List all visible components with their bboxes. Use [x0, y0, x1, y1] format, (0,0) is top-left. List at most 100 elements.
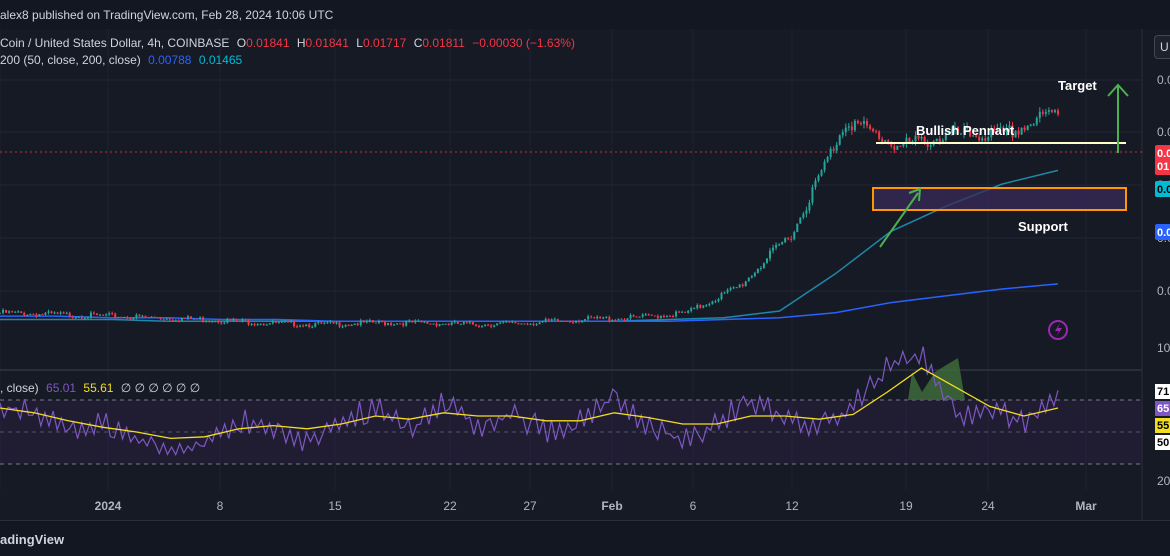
candle-body — [641, 314, 644, 317]
change-value: −0.00030 (−1.63%) — [472, 36, 575, 50]
candle-body — [411, 320, 414, 323]
candle-body — [950, 129, 953, 133]
candle-body — [581, 320, 584, 323]
high-value: 0.01841 — [305, 36, 349, 50]
candle-body — [856, 120, 859, 124]
candle-body — [444, 323, 447, 325]
candle-body — [183, 318, 186, 320]
candle-body — [671, 316, 674, 318]
candle-body — [838, 135, 841, 145]
rsi-tick-label: 20 — [1157, 474, 1170, 488]
candle-body — [399, 323, 402, 325]
candle-body — [605, 316, 608, 318]
candle-body — [323, 322, 326, 324]
candle-body — [1005, 127, 1008, 132]
candle-body — [793, 232, 796, 240]
candle-body — [171, 319, 174, 321]
rsi-badges: 71 65 55 50 — [1155, 384, 1170, 450]
candle-body — [841, 132, 844, 136]
candle-body — [732, 287, 735, 289]
rsi-extra: ∅ ∅ ∅ ∅ ∅ ∅ — [120, 381, 201, 395]
time-tick-label: 6 — [690, 499, 697, 513]
candle-body — [926, 143, 929, 147]
uptrend-arrow[interactable] — [879, 192, 919, 248]
candle-body — [293, 321, 296, 327]
time-axis[interactable]: 2024 8 15 22 27 Feb 6 12 19 24 Mar — [95, 499, 1097, 513]
candle-body — [450, 322, 453, 325]
price-chart[interactable]: Bullish Pennant Support Target 0.00.00.0… — [0, 29, 1170, 520]
candle-body — [259, 324, 262, 326]
candle-body — [26, 315, 29, 317]
candle-body — [975, 135, 978, 137]
candle-body — [520, 323, 523, 325]
scale-button[interactable]: U — [1154, 35, 1170, 59]
publish-info: alex8 published on TradingView.com, Feb … — [0, 8, 334, 22]
candle-body — [887, 140, 890, 144]
candle-body — [905, 137, 908, 144]
candle-body — [365, 320, 368, 323]
candle-body — [762, 263, 765, 268]
candle-body — [329, 321, 332, 323]
candle-body — [753, 272, 756, 277]
candle-body — [320, 322, 323, 324]
candle-body — [884, 140, 887, 142]
candle-body — [796, 223, 799, 233]
candle-body — [353, 323, 356, 325]
candle-body — [908, 137, 911, 144]
candle-body — [108, 313, 111, 315]
candle-body — [277, 321, 280, 323]
candle-body — [632, 315, 635, 317]
candle-body — [186, 316, 189, 319]
candle-body — [305, 324, 308, 327]
candle-body — [117, 317, 120, 319]
candle-body — [538, 322, 541, 325]
candle-body — [574, 321, 577, 323]
candle-body — [811, 187, 814, 203]
candle-body — [290, 321, 293, 323]
candle-body — [280, 321, 283, 323]
candle-body — [644, 314, 647, 316]
support-box[interactable] — [872, 187, 1127, 211]
candle-body — [681, 311, 684, 313]
candle-body — [690, 308, 693, 311]
candle-body — [220, 322, 223, 324]
candle-body — [487, 324, 490, 326]
candle-body — [153, 316, 156, 318]
candle-body — [68, 312, 71, 317]
candle-body — [535, 324, 538, 326]
candle-body — [602, 317, 605, 319]
target-arrow-head — [1107, 83, 1129, 97]
candle-body — [214, 321, 217, 323]
candle-body — [1053, 110, 1056, 113]
candle-body — [302, 325, 305, 327]
candle-body — [711, 301, 714, 304]
lightning-bolt-icon — [1055, 323, 1062, 337]
candle-body — [656, 315, 659, 319]
candle-body — [866, 121, 869, 126]
rsi-axis[interactable]: 10 20 — [1157, 341, 1170, 488]
candle-body — [41, 314, 44, 316]
lightning-icon[interactable] — [1048, 320, 1068, 340]
candle-body — [1002, 127, 1005, 132]
candle-body — [981, 138, 984, 141]
candle-body — [96, 313, 99, 315]
candle-body — [435, 323, 438, 326]
candle-body — [799, 217, 802, 224]
candle-body — [778, 244, 781, 246]
candle-body — [390, 323, 393, 325]
candle-body — [511, 321, 514, 323]
low-value: 0.01717 — [362, 36, 407, 50]
candle-body — [1032, 124, 1035, 126]
candle-body — [111, 313, 114, 315]
candle-body — [714, 301, 717, 303]
candle-body — [875, 131, 878, 133]
candle-body — [393, 324, 396, 326]
candle-body — [738, 284, 741, 288]
candle-body — [308, 324, 311, 327]
candle-body — [250, 324, 253, 326]
support-label: Support — [1018, 219, 1068, 234]
candle-body — [202, 317, 205, 322]
candle-body — [71, 316, 74, 318]
price-tick-label: 0.0 — [1157, 284, 1170, 298]
candle-body — [1047, 110, 1050, 112]
